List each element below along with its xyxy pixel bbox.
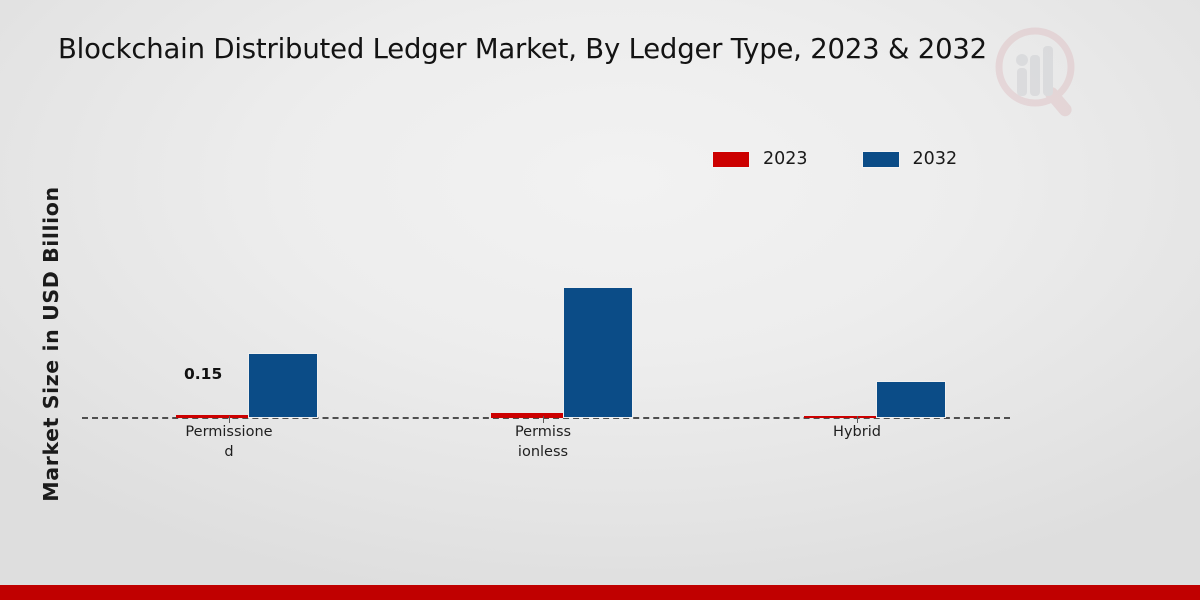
bar-hybrid-2023[interactable] xyxy=(804,416,876,418)
x-tick-label-permissioned: Permissione d xyxy=(129,422,329,462)
legend-swatch-2023 xyxy=(712,150,750,168)
bar-group-hybrid xyxy=(750,170,1000,418)
axis-baseline xyxy=(82,417,1010,419)
legend-item-2023[interactable]: 2023 xyxy=(712,149,808,169)
chart-title: Blockchain Distributed Ledger Market, By… xyxy=(58,33,987,65)
x-tick-label-permissionless-line1: Permiss xyxy=(514,424,572,440)
x-tick-label-permissioned-line1: Permissione xyxy=(185,424,273,440)
bar-permissioned-2023[interactable] xyxy=(176,415,248,418)
legend-label-2023: 2023 xyxy=(763,149,808,169)
chart-legend: 2023 2032 xyxy=(712,147,957,171)
y-axis-title: Market Size in USD Billion xyxy=(39,186,63,502)
x-tick-mark-hybrid xyxy=(857,416,858,423)
legend-swatch-2032 xyxy=(861,150,900,168)
legend-item-2032[interactable]: 2032 xyxy=(861,149,958,169)
bar-value-label-permissioned-2023: 0.15 xyxy=(184,365,223,383)
footer-accent-band xyxy=(0,585,1200,600)
bar-group-hybrid-bars xyxy=(750,170,1000,418)
legend-label-2032: 2032 xyxy=(912,149,958,169)
x-tick-label-permissioned-line2: d xyxy=(224,444,234,460)
x-tick-label-permissionless: Permiss ionless xyxy=(443,422,643,462)
bar-permissionless-2023[interactable] xyxy=(491,413,563,418)
bar-group-permissionless xyxy=(437,170,687,418)
plot-area: 0.15 xyxy=(82,170,1010,419)
bar-permissioned-2032[interactable] xyxy=(248,353,318,418)
x-tick-label-hybrid: Hybrid xyxy=(757,422,957,442)
bar-hybrid-2032[interactable] xyxy=(876,381,946,418)
bar-permissionless-2032[interactable] xyxy=(563,287,633,418)
bar-group-permissionless-bars xyxy=(437,170,687,418)
x-tick-mark-permissioned xyxy=(229,416,230,423)
x-tick-label-hybrid-line1: Hybrid xyxy=(833,424,881,440)
x-tick-mark-permissionless xyxy=(543,416,544,423)
bar-group-permissioned-bars xyxy=(122,170,372,418)
bar-group-permissioned: 0.15 xyxy=(122,170,372,418)
x-tick-label-permissionless-line2: ionless xyxy=(517,444,569,460)
